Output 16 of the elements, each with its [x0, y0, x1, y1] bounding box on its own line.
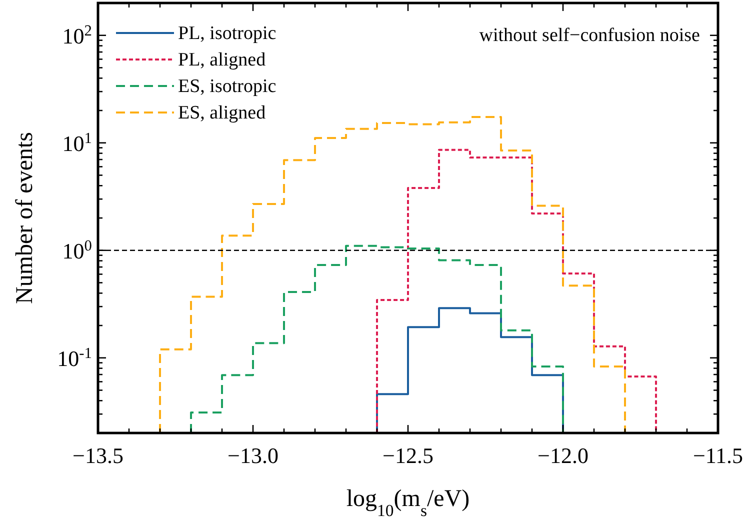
- x-tick-label: −12.5: [382, 443, 434, 468]
- x-tick-label: −11.5: [692, 443, 744, 468]
- x-tick-label: −12.0: [538, 443, 588, 468]
- annotation: without self−confusion noise: [479, 25, 700, 46]
- legend-label: ES, isotropic: [178, 76, 276, 97]
- legend-label: ES, aligned: [178, 102, 266, 124]
- y-tick-label: 10$^{0}$: [62, 236, 92, 264]
- x-axis-title: log$_{10}$(m$_{s}$/eV): [346, 486, 470, 517]
- legend-label: PL, isotropic: [178, 23, 276, 44]
- y-tick-label: 10$^{2}$: [62, 22, 92, 48]
- x-tick-label: −13.0: [228, 443, 278, 468]
- y-axis-title: Number of events: [12, 132, 38, 304]
- x-tick-label: −13.5: [72, 443, 124, 468]
- legend-label: PL, aligned: [178, 50, 266, 70]
- y-tick-label: 10$^{1}$: [62, 129, 92, 156]
- y-tick-label: 10$^{-1}$: [57, 344, 92, 371]
